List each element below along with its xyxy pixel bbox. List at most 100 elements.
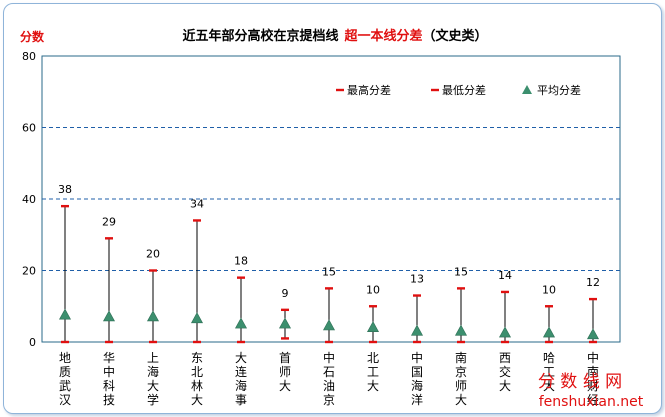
x-category-char: 中 [323, 350, 335, 365]
x-category-char: 石 [323, 365, 335, 379]
x-category-char: 东 [191, 351, 203, 365]
x-category-char: 京 [323, 393, 335, 407]
data-label: 29 [102, 215, 116, 228]
y-tick-label: 0 [29, 336, 36, 349]
grid-lines [42, 127, 620, 271]
x-category-char: 南 [455, 350, 467, 365]
y-tick-label: 60 [22, 122, 36, 135]
x-category-char: 北 [191, 365, 203, 379]
data-label: 20 [146, 248, 160, 261]
avg-point [102, 310, 116, 322]
x-category-char: 大 [455, 393, 467, 407]
x-category-char: 大 [235, 351, 247, 365]
x-category-label: 哈工大 [543, 351, 555, 393]
chart-title: 近五年部分高校在京提档线 超一本线分差（文史类） [182, 28, 487, 44]
avg-point [190, 312, 204, 324]
data-label: 15 [322, 265, 336, 278]
series-marks: 38 29 20 34 18 9 15 10 13 15 14 10 12 [58, 183, 600, 344]
data-label: 9 [282, 287, 289, 300]
x-category-char: 交 [499, 364, 511, 379]
x-category-char: 师 [455, 379, 467, 393]
x-category-char: 大 [499, 379, 511, 393]
x-category-char: 经 [587, 393, 599, 407]
x-category-char: 连 [235, 364, 247, 379]
x-category-char: 科 [103, 379, 115, 393]
x-category-label: 西交大 [499, 351, 511, 393]
data-label: 13 [410, 273, 424, 286]
x-category-char: 技 [103, 393, 115, 407]
avg-point [410, 324, 424, 336]
x-category-char: 财 [587, 379, 599, 393]
x-category-char: 工 [543, 365, 555, 379]
data-label: 34 [190, 197, 204, 210]
legend-high-label: 最高分差 [347, 83, 391, 97]
x-category-char: 京 [455, 365, 467, 379]
avg-point [322, 319, 336, 331]
legend-low-label: 最低分差 [442, 83, 486, 97]
y-tick-label: 40 [22, 193, 36, 206]
y-axis-label: 分数 [20, 29, 45, 44]
data-label: 38 [58, 183, 72, 196]
x-category-char: 油 [323, 379, 335, 393]
data-label: 12 [586, 276, 600, 289]
x-category-char: 首 [279, 351, 291, 365]
legend: 最高分差 最低分差 平均分差 [336, 83, 581, 97]
legend-avg-marker [522, 85, 532, 94]
x-category-char: 中 [587, 350, 599, 365]
x-category-char: 质 [59, 365, 71, 379]
avg-point [234, 317, 248, 329]
x-category-char: 上 [147, 351, 159, 365]
x-category-char: 中 [411, 350, 423, 365]
x-category-char: 工 [367, 365, 379, 379]
watermark-url: fenshuxian.net [539, 394, 644, 410]
x-category-char: 北 [367, 351, 379, 365]
avg-point [278, 317, 292, 329]
x-category-char: 海 [147, 364, 159, 379]
chart-frame [3, 3, 662, 414]
avg-point [542, 326, 556, 338]
x-category-char: 国 [411, 365, 423, 379]
avg-point [498, 326, 512, 338]
x-category-char: 南 [587, 364, 599, 379]
data-label: 10 [542, 283, 556, 296]
x-category-char: 事 [235, 393, 247, 407]
avg-point [454, 324, 468, 336]
y-tick-label: 20 [22, 265, 36, 278]
x-category-char: 林 [191, 379, 203, 393]
x-category-label: 首师大 [279, 351, 291, 393]
x-category-char: 地 [59, 351, 71, 365]
avg-point [146, 310, 160, 322]
data-label: 15 [454, 265, 468, 278]
watermark-title: 分 数 线 网 [538, 372, 622, 392]
x-category-char: 大 [367, 379, 379, 393]
watermark: 分 数 线 网 fenshuxian.net [538, 372, 644, 410]
x-category-char: 大 [279, 379, 291, 393]
x-category-char: 武 [59, 379, 71, 393]
x-category-char: 大 [147, 379, 159, 393]
y-axis-ticks: 0 20 40 60 80 [22, 50, 36, 349]
avg-point [58, 308, 72, 320]
x-category-char: 洋 [411, 392, 423, 407]
avg-point [366, 321, 380, 333]
y-tick-label: 80 [22, 50, 36, 63]
data-label: 18 [234, 255, 248, 268]
x-category-label: 北工大 [367, 351, 379, 393]
x-category-char: 海 [411, 378, 423, 393]
x-category-char: 中 [103, 364, 115, 379]
data-label: 10 [366, 283, 380, 296]
legend-avg-label: 平均分差 [537, 83, 581, 97]
legend-item-low: 最低分差 [431, 83, 486, 97]
x-category-char: 大 [191, 393, 203, 407]
avg-point [586, 328, 600, 340]
x-category-char: 华 [103, 351, 115, 365]
